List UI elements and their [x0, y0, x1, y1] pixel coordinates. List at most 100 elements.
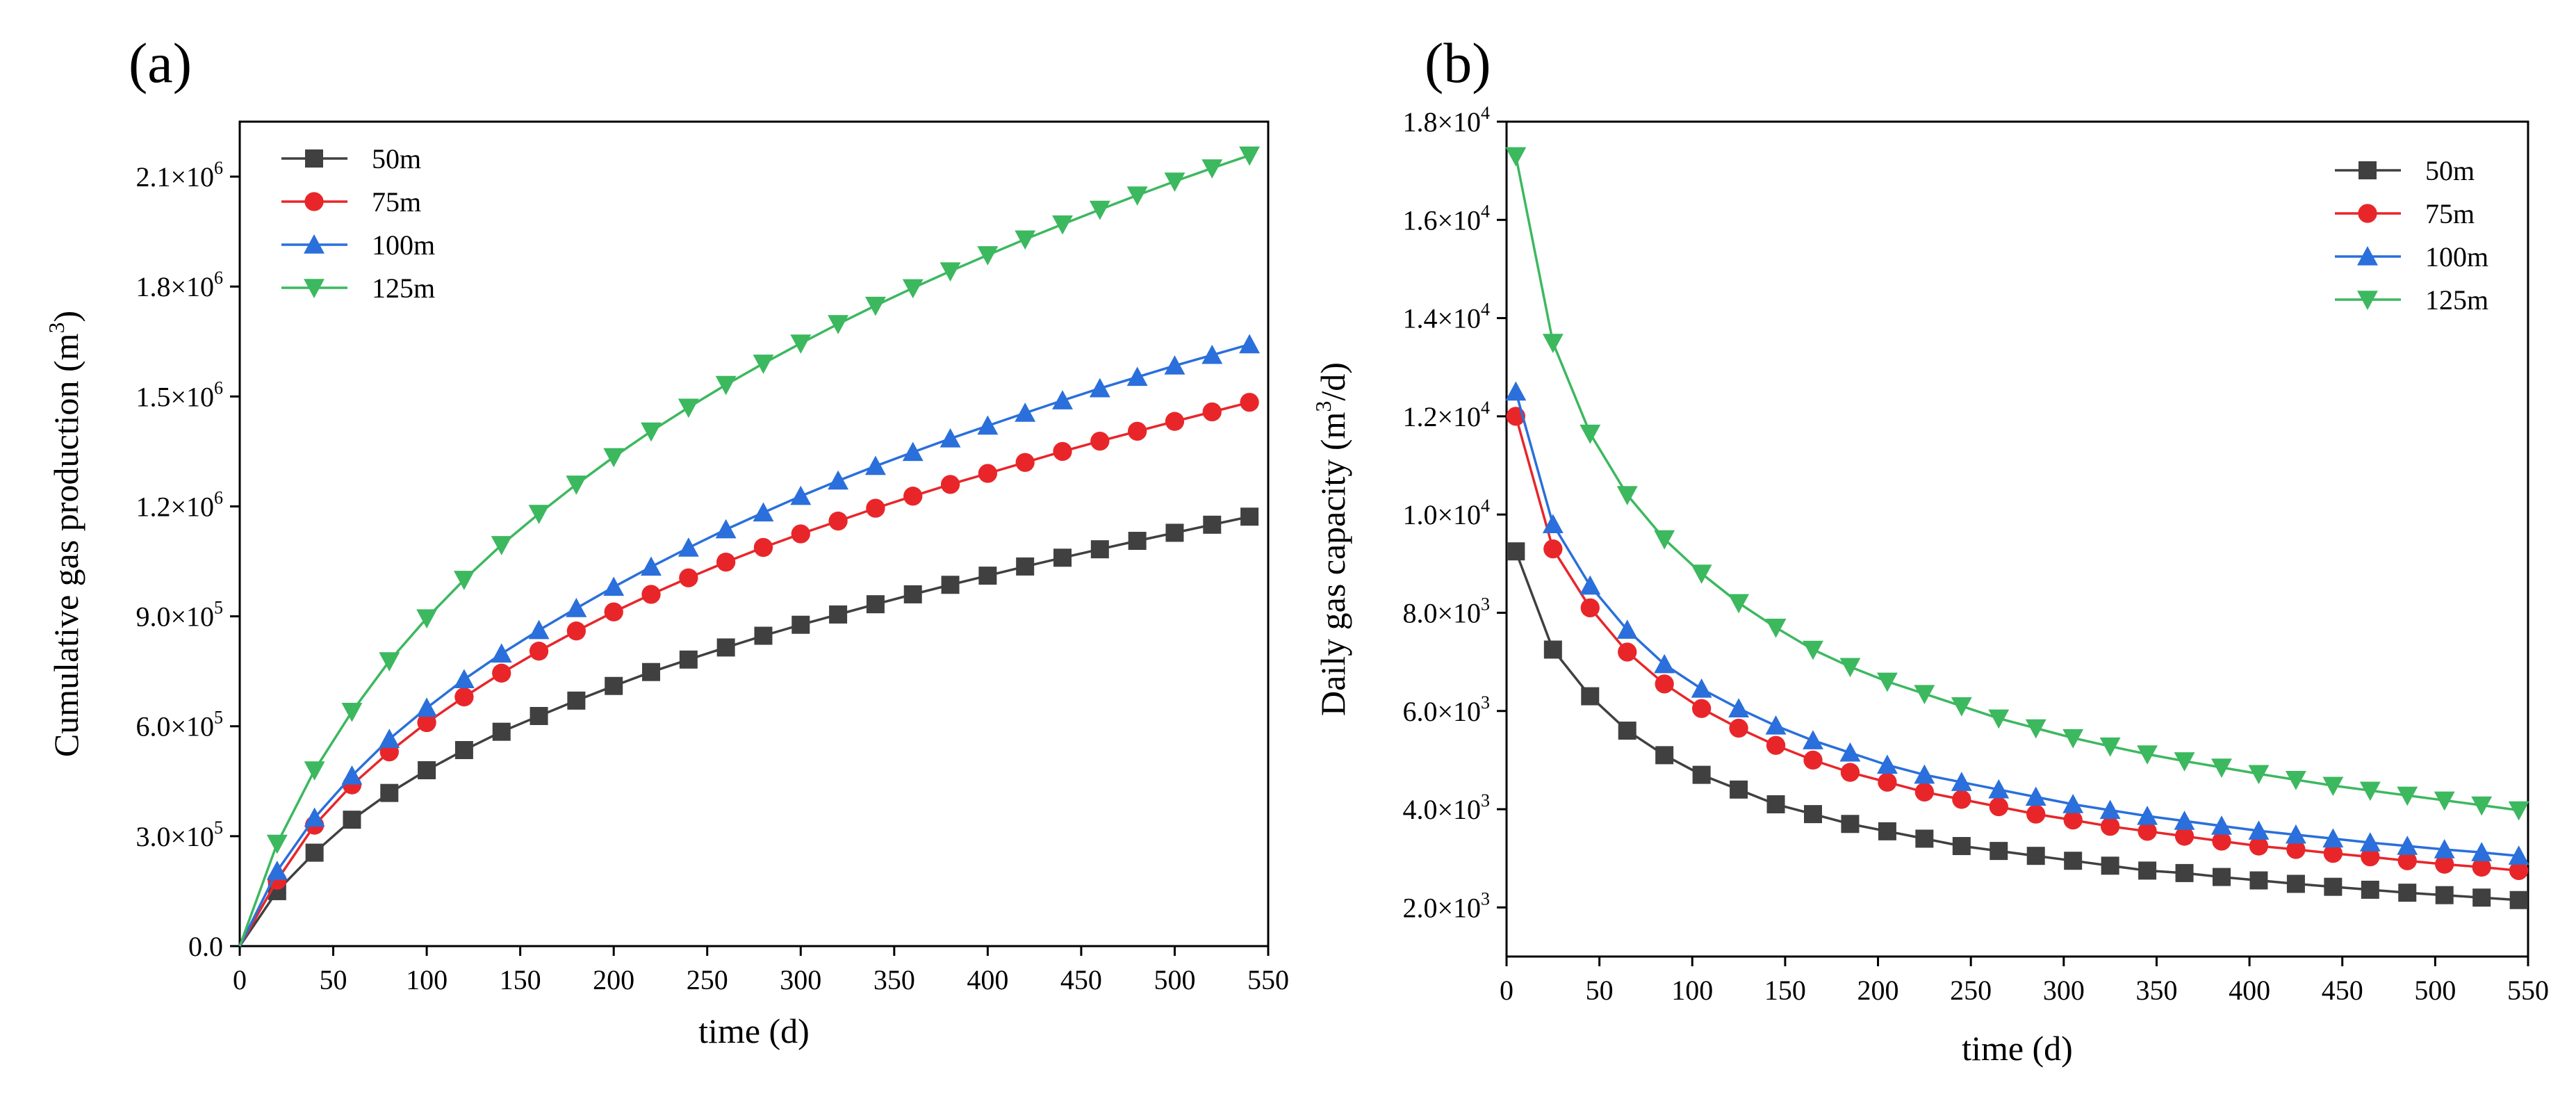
y-tick-mantissa: 9.0×10	[136, 601, 214, 633]
data-point-125m	[1988, 709, 2010, 729]
data-point-125m	[1914, 685, 1935, 704]
data-point-75m	[1952, 790, 1971, 809]
plot-frame	[238, 120, 1270, 948]
data-point-125m	[1505, 147, 1527, 167]
data-point-50m	[2175, 863, 2194, 882]
y-tick-label: 1.2×106	[136, 487, 223, 522]
data-point-125m	[2285, 770, 2306, 790]
y-tick-exponent: 4	[1481, 300, 1490, 320]
data-point-75m	[1729, 718, 1748, 738]
data-point-125m	[753, 355, 774, 374]
legend-label: 75m	[2425, 198, 2475, 229]
x-axis-label: time (d)	[698, 1011, 810, 1050]
y-tick-label: 1.8×106	[136, 268, 223, 302]
data-point-100m	[1505, 381, 1527, 401]
y-axis-label-main: Cumulative gas production (m	[47, 333, 85, 757]
data-point-75m	[716, 552, 736, 572]
data-point-75m	[454, 687, 474, 707]
data-point-125m	[416, 609, 438, 629]
data-point-50m	[866, 595, 885, 614]
data-point-50m	[2064, 852, 2083, 870]
y-tick-mantissa: 2.1×10	[136, 161, 214, 193]
data-point-100m	[1015, 402, 1036, 422]
y-tick-exponent: 3	[1481, 594, 1490, 614]
data-point-125m	[304, 761, 325, 781]
legend-item-50m: 50m	[2335, 155, 2475, 186]
data-point-50m	[418, 761, 436, 779]
data-point-125m	[2174, 752, 2195, 772]
legend-marker	[305, 149, 323, 168]
data-point-50m	[1841, 815, 1860, 833]
data-point-100m	[2025, 786, 2046, 806]
y-tick-exponent: 5	[214, 598, 223, 618]
series-line-50m	[238, 515, 1250, 947]
data-point-100m	[2099, 799, 2121, 820]
y-tick-mantissa: 0.0	[188, 931, 223, 962]
data-point-125m	[266, 834, 288, 854]
data-point-125m	[641, 422, 662, 442]
data-point-125m	[1728, 594, 1750, 614]
y-tick-mantissa: 1.0×10	[1402, 499, 1481, 530]
data-point-75m	[2174, 827, 2194, 846]
y-tick-label: 8.0×103	[1402, 594, 1490, 628]
y-axis-label: Daily gas capacity (m3/d)	[1311, 362, 1352, 716]
data-point-75m	[1914, 782, 1935, 802]
y-tick-exponent: 4	[1481, 496, 1490, 516]
legend-item-75m: 75m	[2335, 198, 2475, 229]
data-point-125m	[828, 315, 849, 334]
series-line-100m	[1514, 391, 2519, 857]
y-tick-mantissa: 1.8×10	[1402, 106, 1481, 138]
data-point-75m	[1803, 750, 1823, 770]
data-point-50m	[305, 843, 324, 862]
y-tick-exponent: 6	[214, 487, 223, 507]
data-point-125m	[902, 279, 924, 299]
data-point-100m	[1164, 355, 1186, 375]
y-tick-mantissa: 6.0×10	[1402, 696, 1481, 727]
legend-label: 50m	[2425, 155, 2475, 186]
x-tick-label: 300	[2043, 975, 2085, 1006]
y-tick-exponent: 5	[214, 818, 223, 838]
data-point-100m	[753, 502, 774, 522]
data-point-75m	[2063, 810, 2083, 830]
data-point-75m	[1989, 797, 2008, 817]
data-point-75m	[417, 713, 436, 733]
legend-label: 75m	[372, 186, 421, 218]
data-point-100m	[2397, 836, 2418, 855]
data-point-75m	[641, 585, 661, 604]
data-point-125m	[1126, 186, 1148, 206]
data-point-75m	[1618, 642, 1637, 662]
data-point-50m	[1878, 822, 1896, 840]
data-point-75m	[492, 663, 511, 683]
data-point-125m	[1052, 215, 1073, 235]
data-point-125m	[1201, 159, 1223, 179]
data-point-100m	[1803, 730, 1823, 749]
legend-item-100m: 100m	[281, 229, 435, 261]
data-point-75m	[1543, 539, 1563, 559]
x-tick-label: 550	[2507, 975, 2549, 1006]
data-point-100m	[902, 441, 924, 462]
series-75m	[238, 393, 1259, 947]
series-line-125m	[238, 154, 1250, 947]
data-point-100m	[864, 455, 886, 475]
data-point-125m	[2025, 719, 2046, 739]
data-point-50m	[1618, 722, 1636, 740]
data-point-100m	[1654, 653, 1675, 674]
data-point-125m	[528, 505, 550, 524]
data-point-125m	[940, 262, 961, 282]
x-tick-label: 250	[687, 964, 728, 995]
data-point-125m	[1839, 658, 1861, 678]
data-point-100m	[715, 519, 737, 539]
data-point-50m	[2324, 877, 2343, 896]
data-point-125m	[566, 475, 587, 495]
panel-b: (b) 0 50 100 150 200 250 300 350 400 450 500 550 2.0×…	[1311, 31, 2549, 1068]
data-point-50m	[903, 585, 922, 603]
data-point-125m	[864, 296, 886, 316]
data-point-50m	[1203, 515, 1222, 534]
y-tick-label: 1.4×104	[1402, 300, 1490, 334]
series-line-75m	[238, 401, 1250, 947]
x-tick-label: 500	[1154, 964, 1195, 995]
legend-marker	[304, 234, 325, 254]
legend-label: 100m	[372, 229, 435, 261]
data-point-50m	[1692, 765, 1711, 784]
legend-marker	[2357, 291, 2378, 310]
